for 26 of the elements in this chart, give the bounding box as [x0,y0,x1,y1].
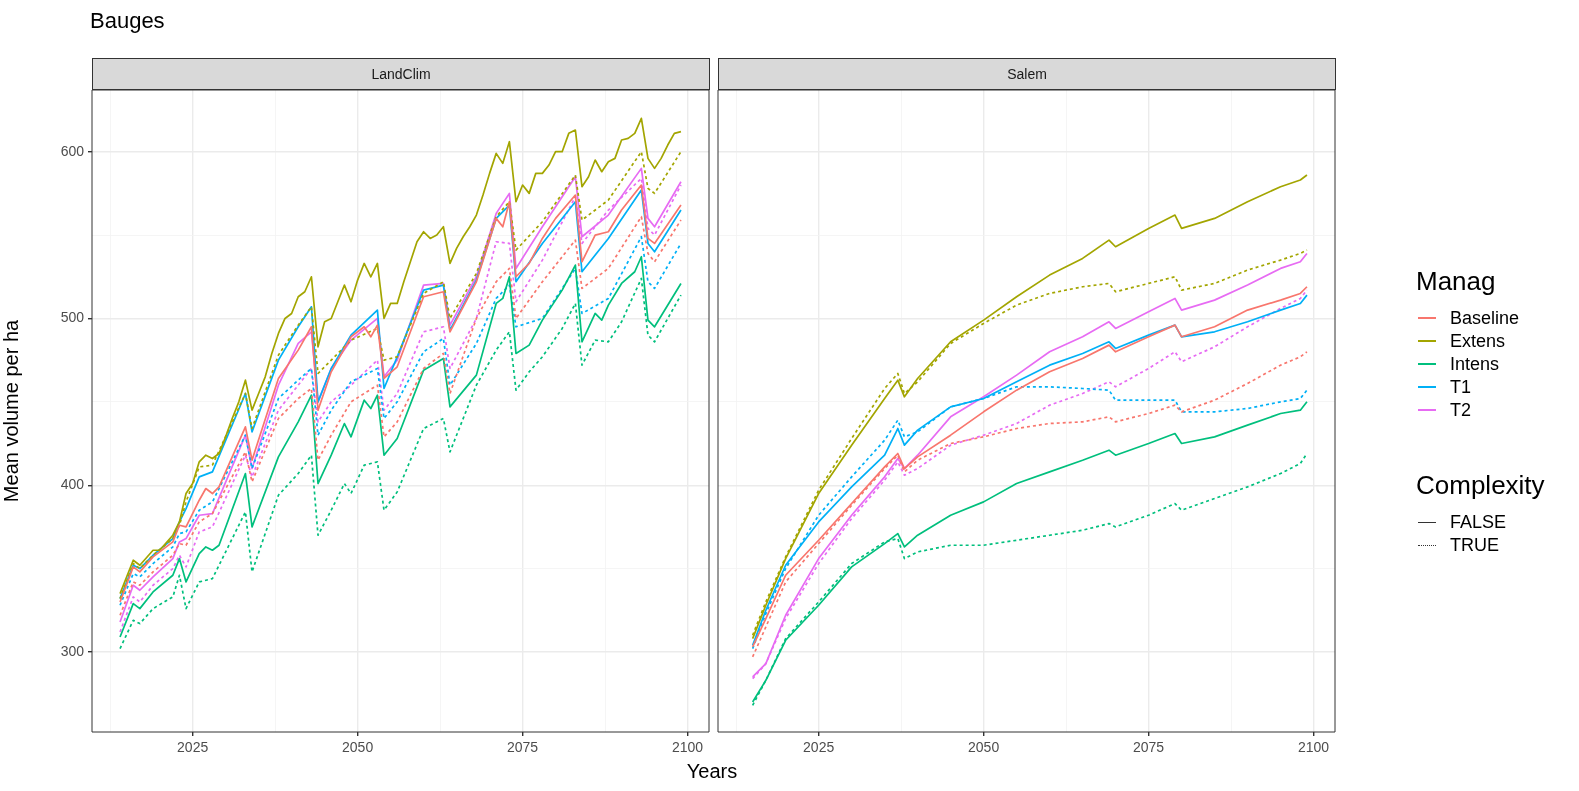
legend-title: Manag [1416,265,1497,297]
x-tick-label: 2025 [177,739,209,756]
legend-label: Intens [1450,353,1500,375]
x-tick-label: 2100 [1297,739,1330,756]
chart-subtitle: LandClim [92,58,710,90]
y-tick-label: 400 [60,476,85,493]
x-tick-label: 2025 [803,739,835,756]
x-tick-label: 2100 [671,739,704,756]
y-tick-label: 600 [60,142,85,159]
legend-label: T2 [1450,399,1472,421]
text: Complexity [1416,469,1545,501]
legend-label: T1 [1450,376,1472,398]
x-tick-label: 2075 [1133,739,1165,756]
x-axis-title: Years [686,760,738,783]
text: FALSE [1450,511,1507,533]
y-tick-label: 500 [60,309,85,326]
y-axis-title: Mean volume per ha [0,318,22,503]
legend-label: Baseline [1450,307,1520,329]
x-tick-label: 2050 [342,739,374,756]
chart-title: Bauges [90,8,165,34]
y-tick-label: 300 [60,642,85,659]
chart-subtitle: Salem [718,58,1336,90]
x-tick-label: 2050 [968,739,1000,756]
text: TRUE [1450,534,1499,556]
legend-label: Extens [1450,330,1506,352]
x-tick-label: 2075 [507,739,539,756]
